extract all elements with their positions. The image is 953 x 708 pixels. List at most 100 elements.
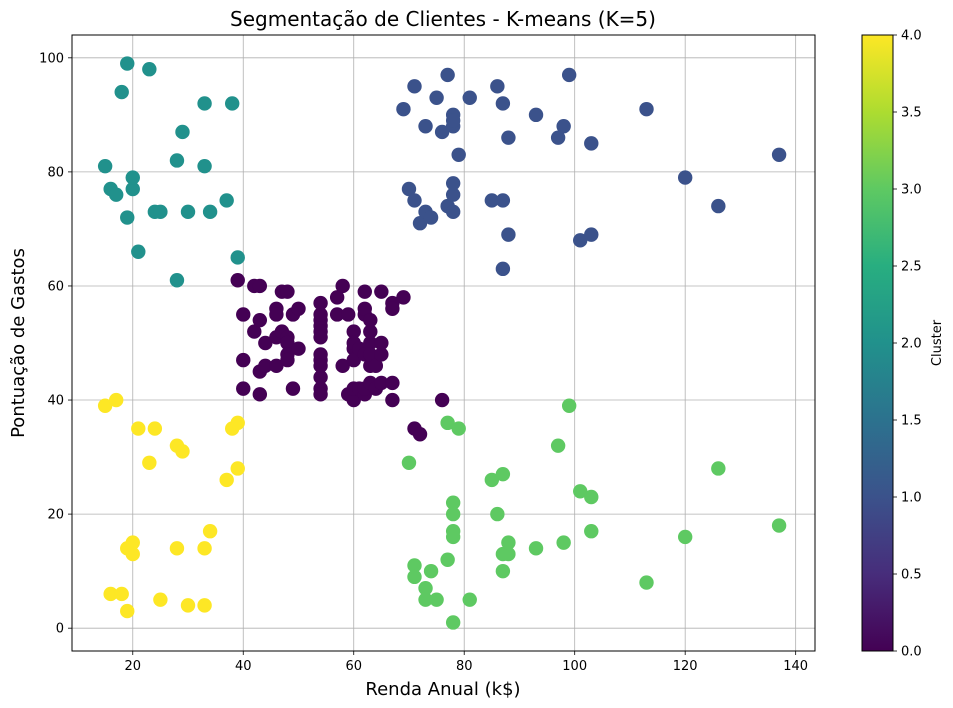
data-point-cluster-3 <box>584 524 599 539</box>
data-point-cluster-1 <box>445 204 461 220</box>
data-point-cluster-0 <box>385 392 400 408</box>
colorbar-tick-label: 3.5 <box>901 106 922 121</box>
data-point-cluster-0 <box>329 307 345 322</box>
data-point-cluster-1 <box>501 130 516 145</box>
data-point-cluster-0 <box>363 312 378 328</box>
data-point-cluster-3 <box>550 438 566 453</box>
data-point-cluster-2 <box>108 187 124 202</box>
data-point-cluster-1 <box>677 170 693 185</box>
x-tick-label: 120 <box>673 659 698 674</box>
data-point-cluster-4 <box>202 524 218 539</box>
data-point-cluster-4 <box>197 598 212 613</box>
y-tick-label: 0 <box>56 622 64 637</box>
data-point-cluster-2 <box>142 62 157 77</box>
data-point-cluster-0 <box>346 392 361 408</box>
data-point-cluster-0 <box>363 347 378 362</box>
data-point-cluster-1 <box>418 119 433 134</box>
colorbar-tick-label: 2.5 <box>901 260 922 275</box>
colorbar-tick-label: 1.5 <box>901 414 922 429</box>
data-point-cluster-3 <box>423 563 439 579</box>
data-point-cluster-3 <box>445 495 461 510</box>
y-axis-label: Pontuação de Gastos <box>8 248 29 438</box>
data-point-cluster-1 <box>495 193 511 208</box>
data-point-cluster-4 <box>175 444 190 459</box>
data-point-cluster-3 <box>771 518 787 533</box>
data-point-cluster-1 <box>396 101 411 117</box>
data-point-cluster-4 <box>169 541 185 556</box>
data-point-cluster-2 <box>180 204 196 220</box>
data-point-cluster-1 <box>484 193 500 208</box>
data-point-cluster-0 <box>357 301 372 316</box>
data-point-cluster-2 <box>114 84 129 100</box>
y-axis-ticks: 0 20 40 60 80 100 <box>39 51 72 637</box>
data-point-cluster-3 <box>561 398 577 413</box>
x-axis-label: Renda Anual (k$) <box>365 679 520 700</box>
data-point-cluster-0 <box>313 307 328 322</box>
data-point-cluster-3 <box>445 529 461 545</box>
data-point-cluster-3 <box>495 563 511 579</box>
data-point-cluster-3 <box>495 466 511 482</box>
data-point-cluster-1 <box>412 216 428 231</box>
data-point-cluster-2 <box>202 204 218 220</box>
data-point-cluster-2 <box>169 153 185 168</box>
data-point-cluster-4 <box>120 603 135 619</box>
data-point-cluster-3 <box>445 506 461 522</box>
data-point-cluster-0 <box>313 358 328 374</box>
data-point-cluster-0 <box>291 301 306 316</box>
data-point-cluster-1 <box>440 67 455 83</box>
data-point-cluster-3 <box>528 541 544 556</box>
data-point-cluster-0 <box>313 295 328 311</box>
x-tick-label: 80 <box>456 659 473 674</box>
data-point-cluster-1 <box>561 67 577 83</box>
data-point-cluster-1 <box>528 107 544 123</box>
data-point-cluster-0 <box>341 307 356 322</box>
data-point-cluster-4 <box>131 421 146 436</box>
data-point-cluster-3 <box>440 415 455 431</box>
y-tick-label: 100 <box>39 51 64 66</box>
data-point-cluster-3 <box>584 489 599 505</box>
data-point-cluster-0 <box>357 284 372 299</box>
data-point-cluster-0 <box>313 387 328 402</box>
data-point-cluster-3 <box>711 461 726 476</box>
data-point-cluster-3 <box>501 546 516 562</box>
data-point-cluster-4 <box>230 415 245 431</box>
data-point-cluster-0 <box>412 427 428 442</box>
data-point-cluster-0 <box>280 352 295 368</box>
data-point-cluster-0 <box>252 387 268 402</box>
data-point-cluster-0 <box>374 347 389 362</box>
y-tick-label: 80 <box>47 165 64 180</box>
chart-title: Segmentação de Clientes - K-means (K=5) <box>230 7 656 31</box>
data-point-cluster-2 <box>197 158 212 174</box>
data-point-cluster-0 <box>434 392 450 408</box>
data-point-cluster-0 <box>252 312 268 328</box>
data-point-cluster-4 <box>103 586 118 602</box>
data-point-cluster-1 <box>451 147 466 162</box>
data-point-cluster-2 <box>219 193 234 208</box>
colorbar-ticks: 0.0 0.5 1.0 1.5 2.0 2.5 3.0 3.5 4.0 <box>893 29 922 660</box>
data-point-cluster-2 <box>175 124 190 140</box>
data-point-cluster-3 <box>462 592 477 607</box>
data-point-cluster-0 <box>374 284 389 299</box>
data-point-cluster-0 <box>269 307 284 322</box>
data-point-cluster-1 <box>550 130 566 145</box>
y-tick-label: 20 <box>47 508 64 523</box>
data-point-cluster-0 <box>258 335 273 351</box>
data-point-cluster-3 <box>407 569 422 585</box>
data-point-cluster-1 <box>501 227 516 242</box>
colorbar-tick-label: 0.0 <box>901 645 922 660</box>
data-point-cluster-1 <box>495 261 511 277</box>
data-point-cluster-2 <box>125 181 140 197</box>
data-point-cluster-0 <box>269 358 284 374</box>
data-point-cluster-0 <box>280 335 295 351</box>
data-point-cluster-3 <box>440 552 455 567</box>
data-point-cluster-1 <box>771 147 787 162</box>
data-point-cluster-1 <box>556 119 571 134</box>
data-point-cluster-0 <box>236 381 251 396</box>
colorbar-tick-label: 3.0 <box>901 183 922 198</box>
data-point-cluster-4 <box>125 535 140 550</box>
data-point-cluster-1 <box>401 181 417 197</box>
data-point-cluster-3 <box>418 581 433 596</box>
data-point-cluster-0 <box>396 290 411 305</box>
colorbar-tick-label: 2.0 <box>901 337 922 352</box>
data-point-cluster-1 <box>490 79 505 94</box>
